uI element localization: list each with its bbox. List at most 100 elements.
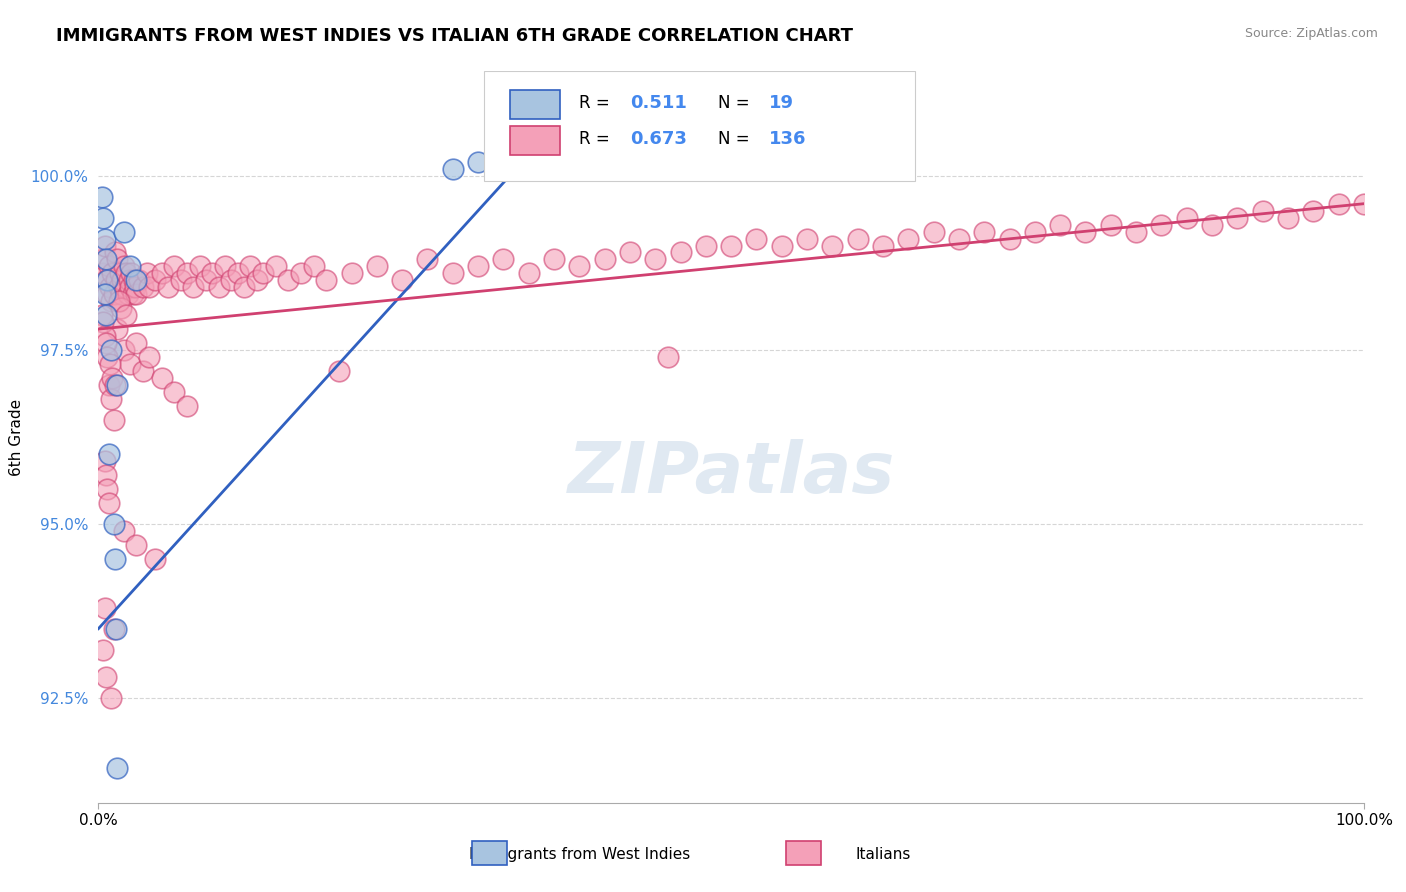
Point xyxy=(93,252,115,267)
Point xyxy=(1024,225,1046,239)
Point xyxy=(94,273,117,287)
Point xyxy=(239,260,262,274)
Point xyxy=(94,670,117,684)
Point xyxy=(340,266,363,280)
Point xyxy=(302,260,325,274)
Point xyxy=(277,273,299,287)
FancyBboxPatch shape xyxy=(510,126,560,155)
Point xyxy=(104,552,127,566)
Point xyxy=(1277,211,1299,225)
Point xyxy=(183,280,205,294)
Point xyxy=(233,280,256,294)
Point xyxy=(93,315,115,329)
Point xyxy=(441,266,464,280)
Point xyxy=(94,308,117,322)
Point xyxy=(107,761,129,775)
Point xyxy=(103,412,125,426)
Point xyxy=(108,266,131,280)
Point xyxy=(97,377,120,392)
Point xyxy=(669,245,692,260)
Point xyxy=(124,280,146,294)
Point xyxy=(96,287,118,301)
Point xyxy=(821,238,844,252)
Point xyxy=(111,273,134,287)
Point xyxy=(176,266,198,280)
Point xyxy=(93,329,117,343)
Point xyxy=(163,384,186,399)
Point xyxy=(107,377,129,392)
Point xyxy=(366,260,388,274)
Point xyxy=(1175,211,1198,225)
Point xyxy=(91,266,114,280)
Point xyxy=(872,238,894,252)
Point xyxy=(100,392,122,406)
Point xyxy=(112,260,135,274)
Point xyxy=(897,231,920,245)
Point xyxy=(104,377,127,392)
Point xyxy=(264,260,287,274)
Point xyxy=(91,308,114,322)
Point xyxy=(105,273,128,287)
Point xyxy=(1049,218,1071,232)
Point xyxy=(657,350,679,364)
Point xyxy=(467,155,489,169)
Point xyxy=(125,287,148,301)
Y-axis label: 6th Grade: 6th Grade xyxy=(8,399,24,475)
Point xyxy=(770,238,793,252)
Text: R =: R = xyxy=(579,94,616,112)
Point xyxy=(328,364,350,378)
Point xyxy=(110,301,132,316)
Point xyxy=(194,273,217,287)
Point xyxy=(107,280,129,294)
Point xyxy=(98,357,121,371)
Point xyxy=(93,238,117,252)
Point xyxy=(846,231,869,245)
Legend: Immigrants from West Indies, Italians: Immigrants from West Indies, Italians xyxy=(510,94,779,145)
Point xyxy=(94,252,117,267)
Point xyxy=(107,322,129,336)
Point xyxy=(115,266,138,280)
Text: 19: 19 xyxy=(769,94,794,112)
Point xyxy=(132,280,155,294)
Point xyxy=(568,260,591,274)
Point xyxy=(93,287,117,301)
Point xyxy=(125,538,148,552)
Point xyxy=(94,468,117,483)
Point xyxy=(1074,225,1097,239)
Point xyxy=(94,336,117,351)
Point xyxy=(118,273,141,287)
Point xyxy=(100,343,122,357)
Point xyxy=(1226,211,1249,225)
Point xyxy=(112,343,135,357)
Point xyxy=(163,260,186,274)
Point xyxy=(176,399,198,413)
Point xyxy=(97,496,120,510)
Point xyxy=(973,225,995,239)
Point xyxy=(101,371,124,385)
Point xyxy=(252,266,274,280)
Point xyxy=(115,308,138,322)
Point xyxy=(188,260,211,274)
Point xyxy=(96,350,118,364)
Point xyxy=(441,161,464,176)
Point xyxy=(517,266,540,280)
Point xyxy=(391,273,413,287)
Point xyxy=(138,350,160,364)
Point xyxy=(110,287,132,301)
Point xyxy=(1327,196,1350,211)
Point xyxy=(619,245,641,260)
Point xyxy=(922,225,945,239)
Point xyxy=(1201,218,1223,232)
Point xyxy=(208,280,231,294)
Text: Italians: Italians xyxy=(855,847,911,862)
FancyBboxPatch shape xyxy=(471,841,508,865)
Point xyxy=(128,273,150,287)
Point xyxy=(150,266,173,280)
FancyBboxPatch shape xyxy=(510,90,560,119)
Point xyxy=(1150,218,1173,232)
Point xyxy=(120,357,141,371)
Point xyxy=(97,448,120,462)
Point xyxy=(695,238,717,252)
Point xyxy=(593,252,616,267)
Text: N =: N = xyxy=(718,130,755,148)
